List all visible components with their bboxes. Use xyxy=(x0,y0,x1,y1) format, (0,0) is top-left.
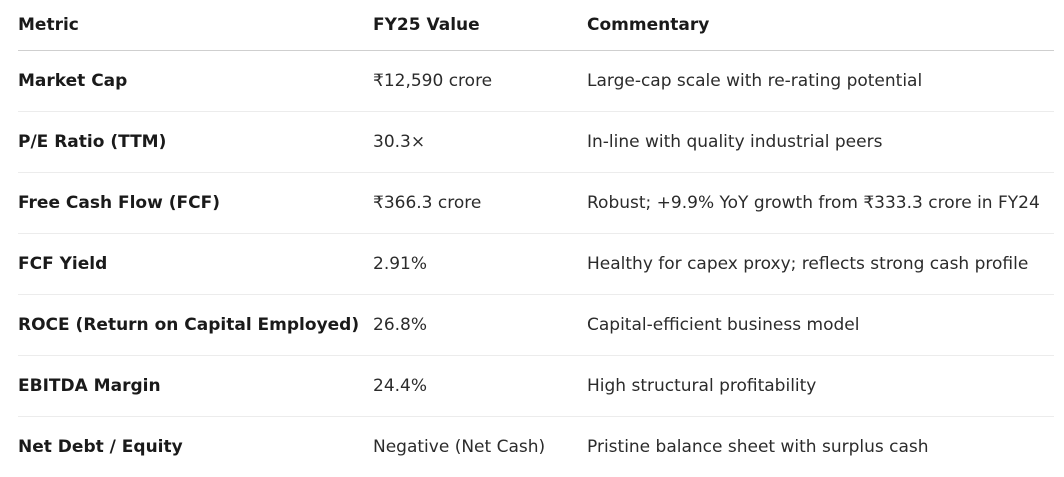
table-row: EBITDA Margin 24.4% High structural prof… xyxy=(18,356,1054,417)
table-row: Net Debt / Equity Negative (Net Cash) Pr… xyxy=(18,417,1054,477)
value-cell: 30.3× xyxy=(373,112,587,173)
table-row: FCF Yield 2.91% Healthy for capex proxy;… xyxy=(18,234,1054,295)
header-fy25-value: FY25 Value xyxy=(373,0,587,51)
value-cell: ₹366.3 crore xyxy=(373,173,587,234)
table-row: Free Cash Flow (FCF) ₹366.3 crore Robust… xyxy=(18,173,1054,234)
header-row: Metric FY25 Value Commentary xyxy=(18,0,1054,51)
commentary-cell: Capital-efficient business model xyxy=(587,295,1054,356)
commentary-cell: Large-cap scale with re-rating potential xyxy=(587,51,1054,112)
value-cell: 2.91% xyxy=(373,234,587,295)
table-header: Metric FY25 Value Commentary xyxy=(18,0,1054,51)
table-body: Market Cap ₹12,590 crore Large-cap scale… xyxy=(18,51,1054,477)
header-metric: Metric xyxy=(18,0,373,51)
table-row: ROCE (Return on Capital Employed) 26.8% … xyxy=(18,295,1054,356)
commentary-cell: Robust; +9.9% YoY growth from ₹333.3 cro… xyxy=(587,173,1054,234)
value-cell: 24.4% xyxy=(373,356,587,417)
metric-cell: ROCE (Return on Capital Employed) xyxy=(18,295,373,356)
metrics-table: Metric FY25 Value Commentary Market Cap … xyxy=(18,0,1054,477)
commentary-cell: Healthy for capex proxy; reflects strong… xyxy=(587,234,1054,295)
commentary-cell: Pristine balance sheet with surplus cash xyxy=(587,417,1054,477)
metric-cell: P/E Ratio (TTM) xyxy=(18,112,373,173)
value-cell: 26.8% xyxy=(373,295,587,356)
header-commentary: Commentary xyxy=(587,0,1054,51)
metric-cell: Market Cap xyxy=(18,51,373,112)
commentary-cell: In-line with quality industrial peers xyxy=(587,112,1054,173)
metric-cell: EBITDA Margin xyxy=(18,356,373,417)
metric-cell: Free Cash Flow (FCF) xyxy=(18,173,373,234)
value-cell: ₹12,590 crore xyxy=(373,51,587,112)
commentary-cell: High structural profitability xyxy=(587,356,1054,417)
table-row: P/E Ratio (TTM) 30.3× In-line with quali… xyxy=(18,112,1054,173)
table-row: Market Cap ₹12,590 crore Large-cap scale… xyxy=(18,51,1054,112)
metric-cell: FCF Yield xyxy=(18,234,373,295)
metric-cell: Net Debt / Equity xyxy=(18,417,373,477)
value-cell: Negative (Net Cash) xyxy=(373,417,587,477)
